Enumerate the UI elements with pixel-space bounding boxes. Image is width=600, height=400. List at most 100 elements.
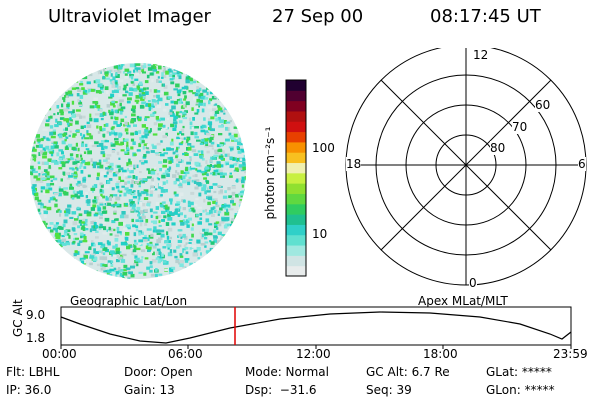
disk-speckle <box>236 178 242 182</box>
disk-speckle <box>30 258 31 261</box>
disk-speckle <box>81 67 85 70</box>
disk-speckle <box>245 185 246 188</box>
disk-speckle <box>30 222 31 227</box>
disk-speckle <box>206 275 211 279</box>
disk-speckle <box>138 178 144 181</box>
disk-speckle <box>58 188 64 192</box>
disk-speckle <box>173 100 179 105</box>
disk-speckle <box>201 124 206 128</box>
disk-speckle <box>244 192 246 196</box>
disk-speckle <box>107 165 112 169</box>
disk-speckle <box>123 222 126 226</box>
disk-speckle <box>30 236 34 240</box>
disk-speckle <box>227 273 232 276</box>
disk-speckle <box>102 264 107 267</box>
disk-speckle <box>186 224 190 228</box>
disk-speckle <box>113 210 117 213</box>
disk-speckle <box>41 173 47 176</box>
disk-speckle <box>30 131 34 136</box>
disk-speckle <box>239 199 245 202</box>
disk-speckle <box>124 75 129 79</box>
disk-speckle <box>161 210 166 214</box>
disk-speckle <box>242 229 246 234</box>
disk-speckle <box>54 88 57 92</box>
disk-speckle <box>186 139 189 143</box>
disk-speckle <box>123 84 127 89</box>
disk-speckle <box>148 107 152 111</box>
disk-speckle <box>212 200 217 204</box>
disk-speckle <box>33 75 36 79</box>
disk-speckle <box>92 228 97 231</box>
disk-speckle <box>208 253 214 257</box>
disk-speckle <box>92 204 97 208</box>
disk-speckle <box>179 133 184 138</box>
disk-speckle <box>35 233 38 236</box>
disk-speckle <box>95 251 99 254</box>
disk-speckle <box>121 211 126 215</box>
disk-speckle <box>153 66 156 70</box>
disk-speckle <box>201 233 204 238</box>
disk-speckle <box>75 142 78 147</box>
disk-speckle <box>208 144 214 147</box>
disk-speckle <box>181 111 187 115</box>
disk-speckle <box>222 109 225 112</box>
disk-speckle <box>65 145 69 150</box>
disk-speckle <box>156 100 159 105</box>
disk-speckle <box>43 255 46 258</box>
disk-speckle <box>37 120 41 123</box>
disk-speckle <box>135 247 141 251</box>
disk-speckle <box>246 110 249 112</box>
disk-speckle <box>69 186 74 190</box>
disk-speckle <box>102 63 105 65</box>
disk-speckle <box>88 72 93 77</box>
disk-speckle <box>225 245 230 248</box>
disk-speckle <box>208 223 213 226</box>
disk-speckle <box>78 213 83 217</box>
disk-speckle <box>156 173 159 176</box>
disk-speckle <box>76 195 81 199</box>
disk-speckle <box>217 235 221 239</box>
disk-speckle <box>59 79 64 82</box>
colorbar-swatch <box>286 110 306 122</box>
info-seq: Seq: 39 <box>366 383 412 397</box>
disk-speckle <box>192 67 196 71</box>
disk-speckle <box>218 153 221 156</box>
disk-speckle <box>125 243 128 246</box>
disk-speckle <box>209 91 213 95</box>
disk-speckle <box>168 277 173 279</box>
disk-speckle <box>106 154 112 157</box>
disk-speckle <box>164 170 169 174</box>
disk-speckle <box>151 65 155 69</box>
disk-speckle <box>31 222 36 226</box>
disk-speckle <box>214 149 218 153</box>
disk-speckle <box>44 237 47 240</box>
disk-speckle <box>158 123 163 127</box>
disk-speckle <box>84 68 88 72</box>
disk-speckle <box>55 261 60 265</box>
disk-speckle <box>53 91 57 95</box>
disk-speckle <box>45 210 48 215</box>
disk-speckle <box>246 219 249 221</box>
disk-speckle <box>237 244 241 248</box>
disk-speckle <box>230 247 233 251</box>
disk-speckle <box>239 268 244 272</box>
disk-speckle <box>90 221 95 225</box>
disk-speckle <box>48 116 51 119</box>
disk-speckle <box>167 246 170 250</box>
disk-speckle <box>55 67 59 71</box>
disk-speckle <box>99 164 104 169</box>
disk-speckle <box>130 119 134 123</box>
disk-speckle <box>240 127 244 130</box>
disk-speckle <box>143 197 149 200</box>
disk-speckle <box>146 74 150 79</box>
disk-speckle <box>124 121 128 126</box>
disk-speckle <box>101 195 105 199</box>
disk-speckle <box>44 256 49 259</box>
disk-speckle <box>59 210 62 213</box>
disk-speckle <box>47 269 51 274</box>
disk-speckle <box>196 86 199 90</box>
disk-speckle <box>141 162 145 165</box>
info-gc-alt: GC Alt: 6.7 Re <box>366 365 450 379</box>
disk-speckle <box>175 170 178 174</box>
disk-speckle <box>45 119 50 122</box>
